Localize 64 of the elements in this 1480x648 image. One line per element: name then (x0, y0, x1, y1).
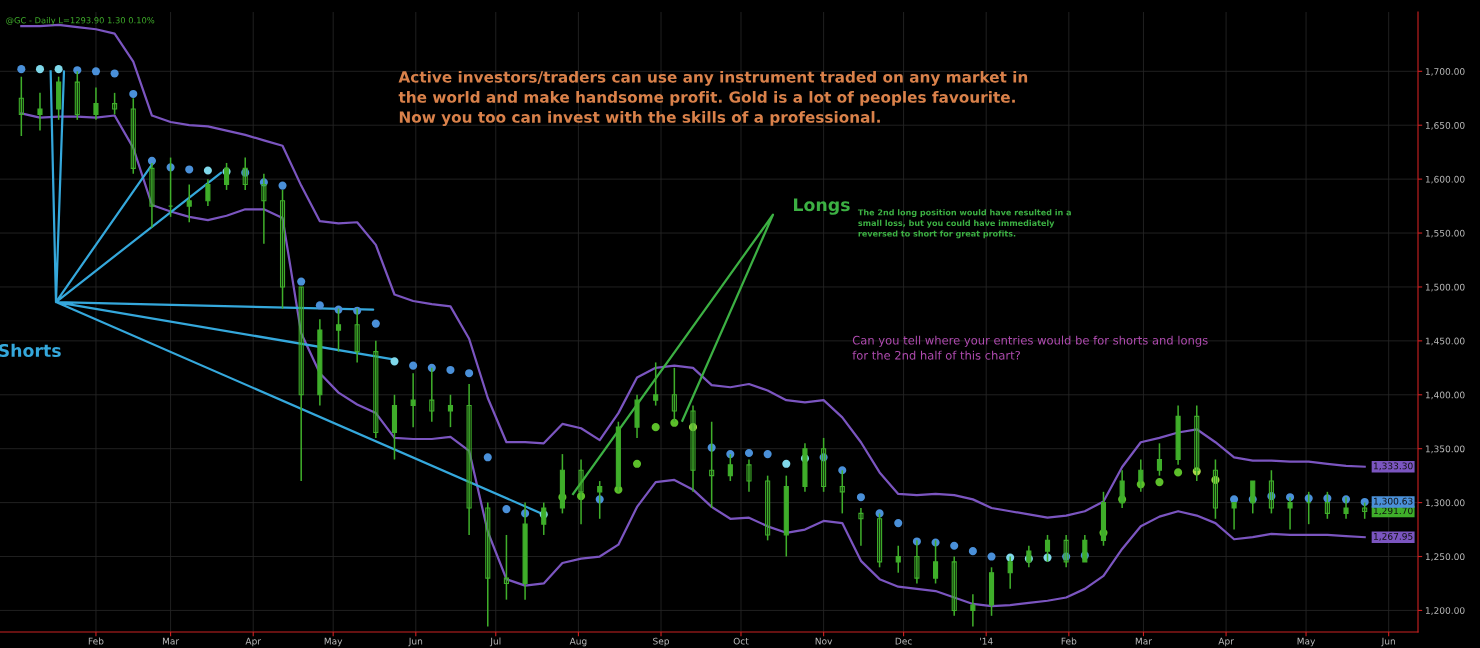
candlestick (298, 286, 304, 482)
candlestick (653, 361, 659, 407)
x-tick-label: Mar (1135, 637, 1152, 645)
x-tick-label: Apr (245, 637, 262, 647)
candlestick (18, 75, 24, 137)
y-tick-label: 1,500.00 (1425, 283, 1465, 292)
x-tick-label: Aug (569, 637, 587, 647)
x-tick-label: May (1297, 637, 1316, 647)
candlestick (1287, 496, 1293, 531)
candlestick (447, 394, 454, 428)
y-tick-label: 1,650.00 (1425, 121, 1465, 130)
annotation: Longs (794, 198, 850, 215)
candlestick (895, 544, 901, 574)
candlestick (279, 189, 286, 310)
x-tick-label: '14 (980, 637, 993, 645)
candlestick (951, 555, 957, 617)
annotation: Active investors/traders can use any instrument traded on any market in the world and make handsome profit. Gold is a lot of peoples favourite. Now you too can invest with the skills of a professional. (398, 70, 1028, 126)
candlestick (186, 183, 192, 224)
x-tick-label: Feb (88, 637, 104, 645)
x-tick-label: Jul (489, 637, 501, 647)
y-tick-label: 1,600.00 (1425, 175, 1465, 184)
annotation: Can you tell where your entries would be for shorts and longs for the 2nd half of this chart? (852, 335, 1208, 360)
x-tick-label: Oct (733, 637, 749, 645)
x-tick-label: Sep (653, 637, 670, 647)
text: 1,291.70 (1374, 507, 1413, 516)
candlestick (466, 383, 472, 536)
candlestick (839, 469, 845, 515)
y-tick-label: 1,550.00 (1425, 229, 1465, 238)
y-tick-label: 1,350.00 (1425, 445, 1465, 454)
candlestick (93, 86, 99, 121)
y-tick-label: 1,450.00 (1425, 337, 1465, 346)
candlestick (485, 501, 491, 628)
candlestick (410, 372, 416, 428)
candlestick (373, 340, 379, 439)
x-tick-label: May (324, 637, 343, 647)
data-label: 1,267.95 (1374, 532, 1413, 541)
data-label: 1,333.30 (1374, 462, 1413, 471)
x-tick-label: Apr (1218, 637, 1234, 647)
candlestick (765, 474, 771, 542)
x-tick-label: Nov (815, 637, 833, 645)
candlestick (970, 593, 976, 628)
candlestick (130, 97, 136, 175)
candlestick (746, 458, 752, 493)
text: @GC - Daily L=1293.90 1.30 0.10% (6, 16, 155, 26)
candlestick (877, 512, 883, 569)
x-tick-label: Mar (162, 637, 180, 645)
candlestick (858, 507, 864, 547)
candlestick (727, 453, 733, 482)
candlestick (205, 178, 211, 207)
y-tick-label: 1,250.00 (1425, 553, 1465, 561)
x-tick-label: Jun (1381, 637, 1395, 647)
y-tick-label: 1,200.00 (1425, 607, 1465, 615)
candlestick (503, 534, 509, 601)
candlestick (112, 92, 118, 116)
data-label: 1,300.63 (1374, 497, 1413, 506)
y-tick-label: 1,300.00 (1425, 499, 1465, 508)
candlestick (1156, 442, 1163, 477)
x-tick-label: Feb (1061, 637, 1077, 645)
y-tick-label: 1,700.00 (1425, 68, 1465, 76)
x-tick-label: Dec (895, 637, 912, 645)
annotation: The 2nd long position would have resulted in a small loss, but you could have immediately reversed to short for great profits. (857, 209, 1071, 239)
candlestick (37, 92, 43, 132)
y-tick-label: 1,400.00 (1425, 391, 1465, 400)
x-tick-label: Jun (408, 637, 423, 647)
